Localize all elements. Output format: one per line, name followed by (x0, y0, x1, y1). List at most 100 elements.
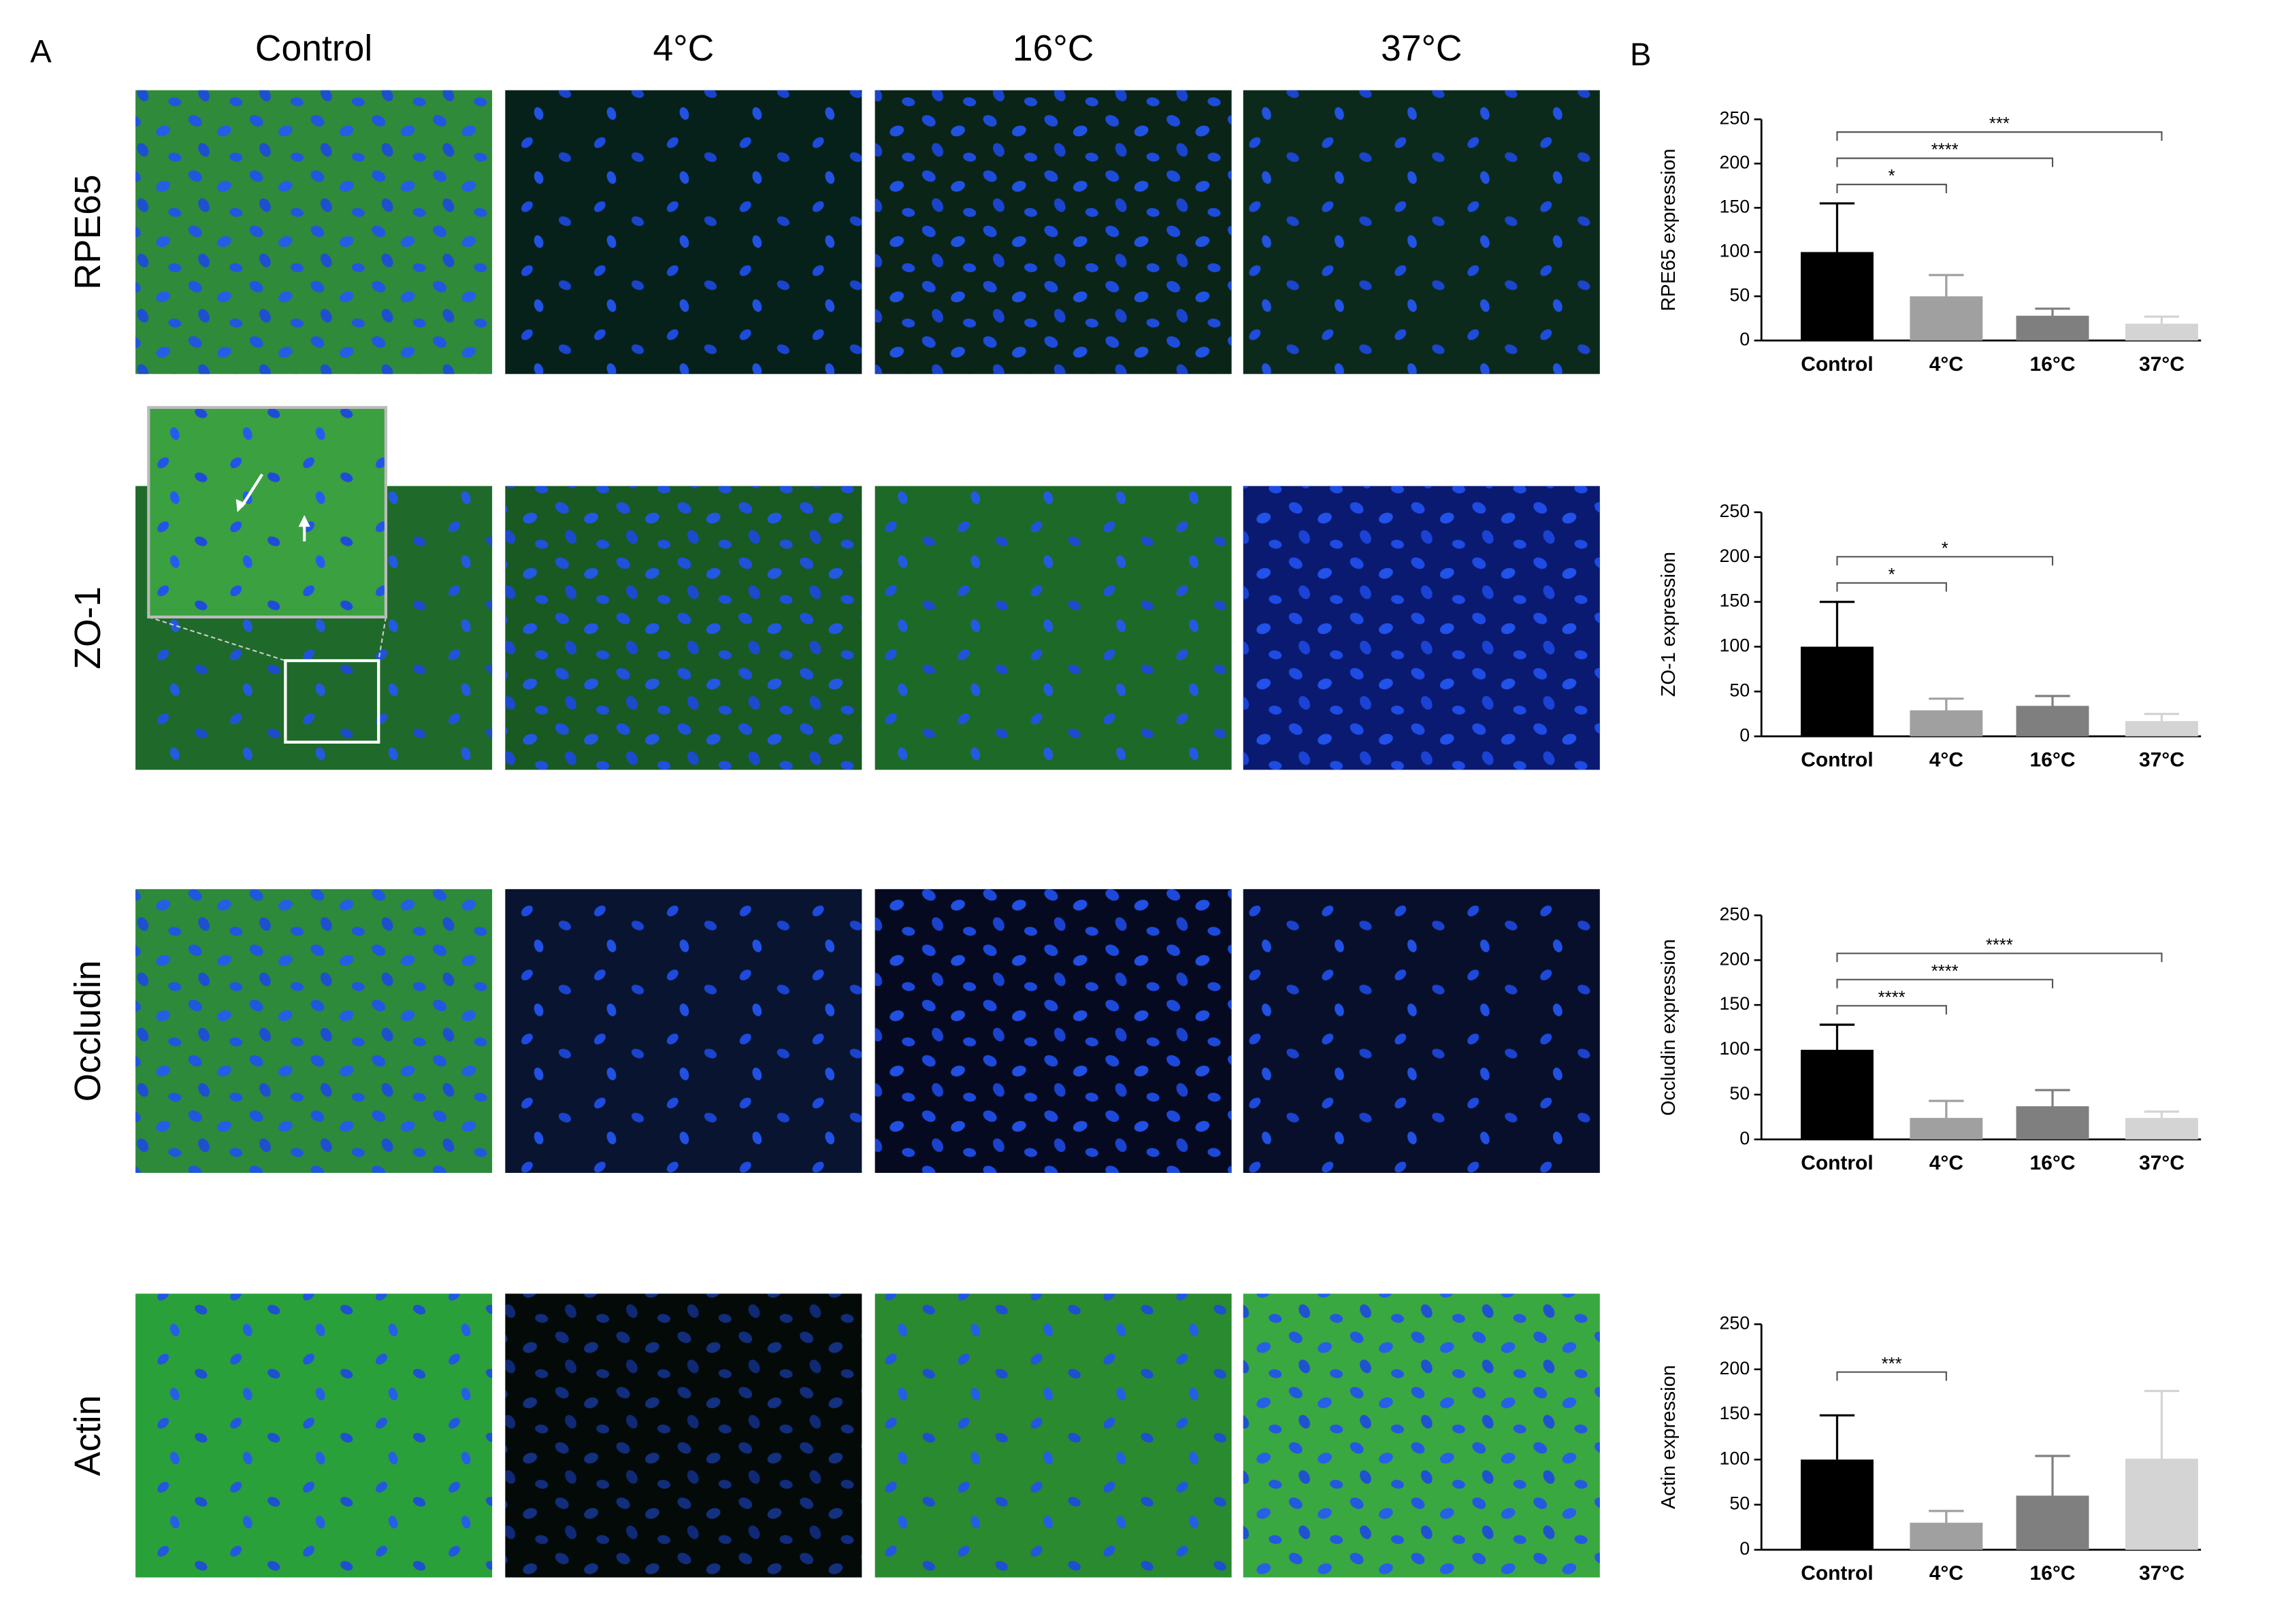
row-label: Occludin (68, 960, 108, 1101)
bar (2125, 1458, 2198, 1550)
y-tick-label: 0 (1739, 1128, 1750, 1148)
y-tick-label: 50 (1729, 680, 1750, 700)
x-tick-label: 4°C (1929, 1152, 1963, 1174)
y-tick-label: 50 (1729, 285, 1750, 305)
significance-bracket (1836, 1371, 1947, 1381)
y-axis-label: ZO-1 expression (1658, 552, 1680, 697)
significance-label: **** (1986, 935, 2013, 955)
inset-box (284, 659, 380, 744)
y-tick-label: 200 (1720, 948, 1750, 969)
panel-label: B (1630, 36, 1651, 72)
bar (2016, 1495, 2089, 1550)
inset (147, 405, 388, 744)
inset-nuclei (150, 409, 385, 616)
y-tick-label: 0 (1739, 329, 1750, 350)
y-axis-label: RPE65 expression (1658, 148, 1680, 311)
y-tick-label: 200 (1720, 152, 1750, 172)
significance-label: * (1889, 565, 1895, 584)
micrograph-nuclei (875, 486, 1232, 770)
arrow (240, 474, 263, 508)
y-tick-label: 150 (1720, 196, 1750, 216)
x-tick-label: 37°C (2139, 1152, 2185, 1174)
bar (2016, 1106, 2089, 1140)
micrograph-nuclei (1243, 486, 1600, 770)
significance-label: * (1942, 539, 1948, 558)
micrograph-nuclei (135, 1293, 493, 1578)
y-tick-label: 250 (1720, 904, 1750, 924)
significance-label: *** (1882, 1355, 1902, 1374)
bar (1910, 296, 1983, 341)
bar (1910, 710, 1983, 737)
x-tick-label: 4°C (1929, 749, 1963, 772)
micrograph-nuclei (505, 486, 862, 770)
x-tick-label: Control (1801, 749, 1873, 772)
y-axis-label: Occludin expression (1658, 939, 1680, 1116)
arrow-head (235, 499, 246, 512)
bar (1800, 252, 1874, 341)
significance-label: **** (1878, 988, 1906, 1007)
y-tick-label: 0 (1739, 1538, 1750, 1559)
y-tick-label: 200 (1720, 1358, 1750, 1378)
row-label: ZO-1 (68, 586, 108, 669)
y-tick-label: 100 (1720, 241, 1750, 261)
x-tick-label: 4°C (1929, 353, 1963, 376)
micrograph-nuclei (875, 1293, 1232, 1578)
y-tick-label: 100 (1720, 1038, 1750, 1059)
x-tick-label: 37°C (2139, 1562, 2185, 1585)
x-tick-label: Control (1801, 1152, 1873, 1174)
x-tick-label: 4°C (1929, 1562, 1963, 1585)
column-header: 37°C (1381, 29, 1462, 69)
micrograph-nuclei (1243, 1293, 1600, 1578)
column-header: 16°C (1013, 29, 1094, 69)
y-axis-label: Actin expression (1658, 1365, 1680, 1509)
micrograph-nuclei (135, 90, 493, 374)
x-tick-label: 37°C (2139, 353, 2185, 376)
y-tick-label: 150 (1720, 1403, 1750, 1423)
micrograph-nuclei (1243, 889, 1600, 1173)
bar (2125, 1118, 2198, 1140)
panel-label: A (30, 33, 52, 69)
arrow-head (298, 515, 310, 527)
y-tick-label: 150 (1720, 993, 1750, 1014)
micrograph-nuclei (875, 889, 1232, 1173)
column-header: Control (255, 29, 372, 69)
bar (2125, 720, 2198, 737)
bar (2016, 706, 2089, 737)
micrograph-nuclei (505, 90, 862, 374)
y-tick-label: 0 (1739, 725, 1750, 745)
significance-bracket (1836, 978, 2054, 989)
inset-guide (148, 616, 286, 662)
significance-bracket (1836, 131, 2163, 141)
bar (1910, 1118, 1983, 1140)
x-tick-label: 16°C (2030, 1152, 2076, 1174)
micrograph-nuclei (505, 1293, 862, 1578)
significance-bracket (1836, 556, 2054, 566)
y-tick-label: 250 (1720, 1312, 1750, 1333)
micrograph-nuclei (1243, 90, 1600, 374)
bar (1800, 1459, 1874, 1550)
significance-label: **** (1931, 962, 1959, 981)
y-tick-label: 250 (1720, 501, 1750, 521)
bar (2016, 316, 2089, 341)
row-label: RPE65 (68, 174, 108, 289)
micrograph-nuclei (135, 889, 493, 1173)
significance-bracket (1836, 157, 2054, 167)
y-tick-label: 150 (1720, 591, 1750, 611)
x-tick-label: 16°C (2030, 1562, 2076, 1585)
micrograph-grid: Control 4°C 16°C 37°C RPE65 ZO-1 Occludin Actin (68, 29, 1600, 1578)
micrograph-nuclei (505, 889, 862, 1173)
x-tick-label: 16°C (2030, 353, 2076, 376)
inset-guide (378, 616, 387, 661)
y-tick-label: 200 (1720, 546, 1750, 566)
significance-bracket (1836, 582, 1947, 592)
x-tick-label: Control (1801, 353, 1873, 376)
bar (2125, 323, 2198, 341)
significance-label: **** (1931, 141, 1959, 160)
bar (1800, 646, 1874, 737)
y-tick-label: 250 (1720, 107, 1750, 128)
significance-label: *** (1989, 114, 2010, 133)
y-tick-label: 100 (1720, 1448, 1750, 1468)
x-tick-label: 16°C (2030, 749, 2076, 772)
significance-bracket (1836, 184, 1947, 193)
